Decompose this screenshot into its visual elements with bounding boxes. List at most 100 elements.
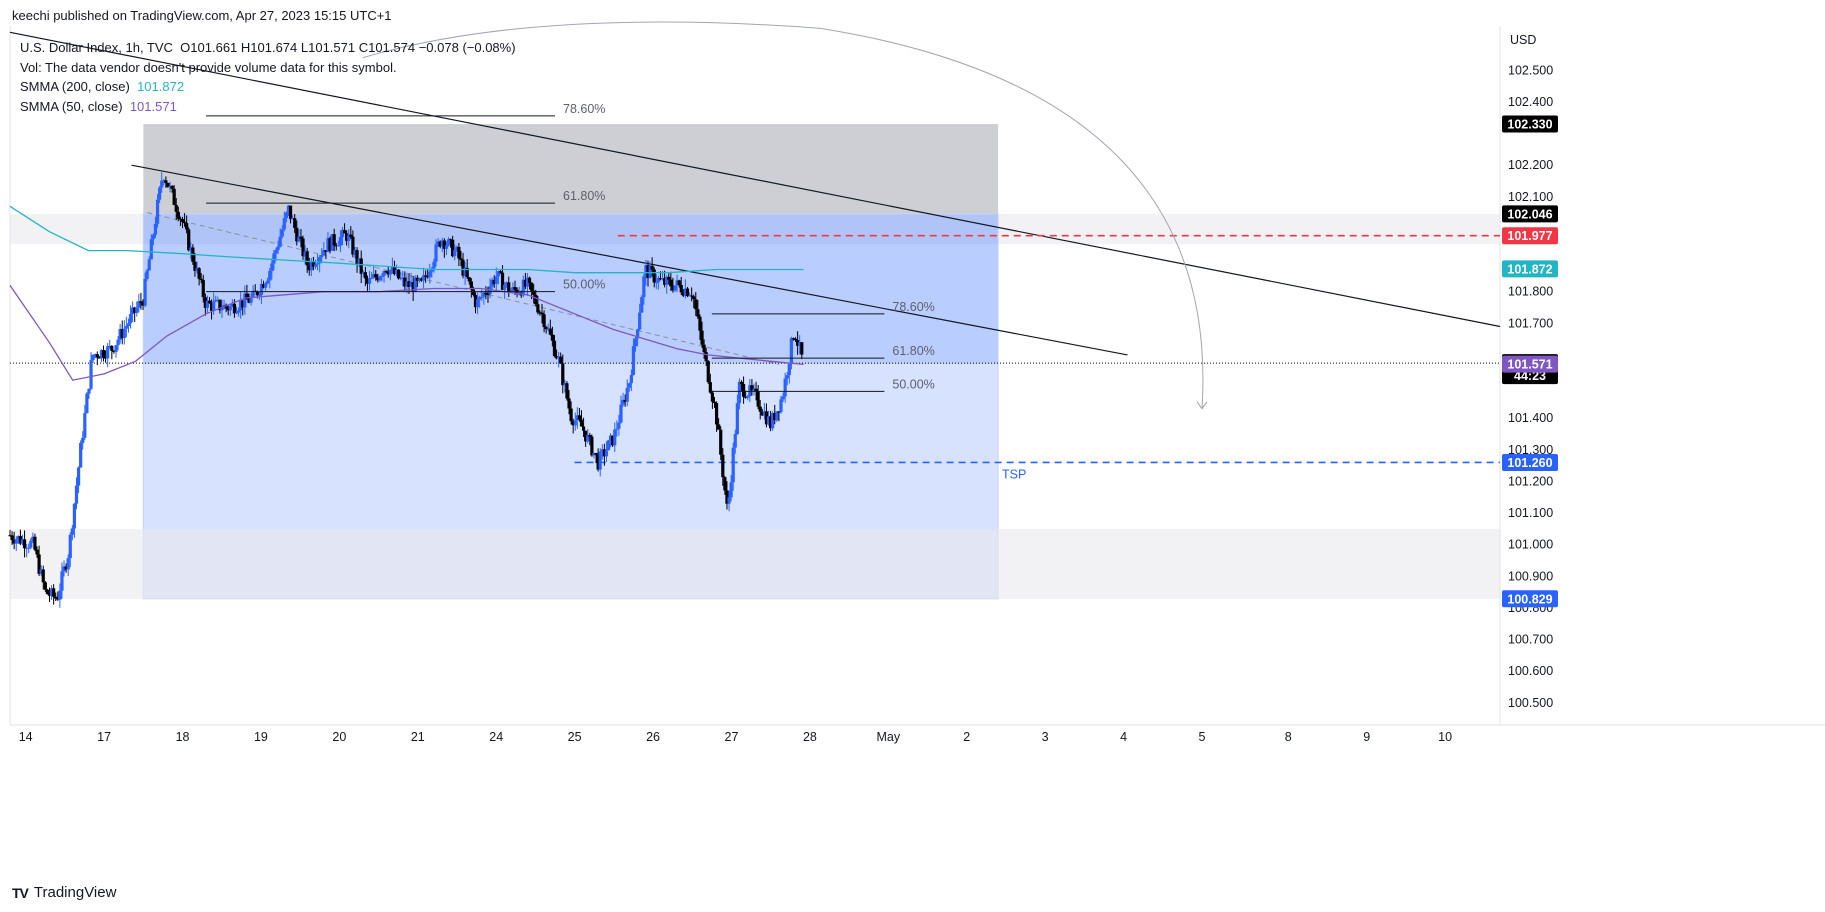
candle-body [600, 449, 604, 452]
candle-body [712, 401, 717, 404]
candle-body [332, 234, 336, 246]
candle-body [274, 249, 278, 254]
candle-body [619, 404, 623, 423]
candle-body [675, 280, 679, 286]
candle-body [588, 435, 592, 437]
footer-branding[interactable]: TV TradingView [12, 884, 116, 901]
smma50-value: 101.571 [129, 98, 177, 114]
countdown-label: 44:23 [1514, 369, 1546, 383]
candle-body [503, 284, 507, 290]
smma200-label: SMMA (200, close) [20, 79, 130, 94]
candle-body [149, 239, 153, 260]
candle-body [251, 290, 255, 297]
tsp-label: TSP [1002, 467, 1026, 481]
price-tick-label: 102.400 [1508, 95, 1553, 109]
price-tick-label: 101.800 [1508, 285, 1553, 299]
time-tick-label: 24 [489, 730, 503, 744]
candle-body [451, 239, 455, 257]
candle-body [112, 350, 116, 353]
candle-body [633, 338, 638, 347]
candle-body [453, 250, 457, 257]
candle-body [297, 236, 301, 242]
projection-arrow-path [362, 21, 1204, 409]
candle-body [118, 328, 122, 340]
candle-body [83, 413, 87, 438]
price-tick-label: 100.600 [1508, 664, 1553, 678]
candle-body [665, 276, 669, 285]
candle-body [717, 424, 721, 430]
candle-body [91, 354, 95, 361]
candle-body [604, 450, 609, 457]
candle-body [166, 183, 170, 188]
time-tick-label: 5 [1199, 730, 1206, 744]
candle-body [769, 416, 773, 429]
candle-body [43, 582, 47, 590]
candle-body [311, 261, 316, 267]
legend-smma200-row[interactable]: SMMA (200, close) 101.872 [20, 77, 516, 97]
candle-body [120, 328, 124, 339]
candle-body [245, 293, 249, 300]
price-tick-label: 102.500 [1508, 63, 1553, 77]
candle-body [405, 281, 409, 287]
price-label-box [1502, 115, 1558, 133]
candle-body [617, 422, 621, 429]
candle-body [35, 549, 39, 555]
candle-body [660, 278, 665, 280]
candle-body [683, 288, 688, 296]
candle-body [261, 284, 266, 288]
candle-body [750, 385, 754, 391]
price-axis: USD 102.500 102.400 102.200 102.100 101.800 10… [1508, 33, 1553, 710]
candle-body [85, 393, 89, 414]
candle-body [746, 396, 750, 398]
candle-body [625, 387, 629, 402]
candle-body [29, 540, 33, 548]
candle-body [39, 569, 43, 574]
candle-body [706, 361, 710, 383]
candle-body [773, 413, 777, 421]
candle-body [353, 250, 357, 255]
candle-body [27, 547, 31, 549]
candle-body [496, 271, 500, 277]
candle-body [781, 396, 785, 400]
candle-body [440, 240, 444, 247]
candle-body [465, 267, 469, 278]
candle-body [723, 477, 727, 491]
candle-body [725, 490, 729, 504]
candle-body [613, 429, 617, 446]
candle-body [432, 261, 436, 269]
candle-body [700, 330, 704, 345]
price-label-text: 101.977 [1507, 229, 1552, 243]
candle-body [380, 275, 384, 277]
candle-body [525, 277, 530, 287]
candle-body [66, 558, 70, 570]
candle-body [60, 571, 64, 591]
candle-body [70, 528, 74, 535]
candle-body [692, 296, 696, 300]
legend-smma50-row[interactable]: SMMA (50, close) 101.571 [20, 97, 516, 117]
candle-body [141, 302, 145, 306]
zones-layer [10, 124, 1500, 600]
candle-body [673, 285, 677, 291]
candle-body [494, 276, 498, 284]
candle-body [155, 199, 160, 224]
candle-body [207, 300, 212, 304]
candle-body [301, 238, 305, 257]
candle-body [457, 246, 461, 259]
candle-body [326, 238, 330, 252]
candle-body [160, 180, 164, 188]
candle-body [16, 536, 20, 540]
candle-body [158, 187, 162, 200]
candle-body [710, 392, 715, 402]
candle-body [627, 383, 631, 388]
candle-body [187, 229, 191, 251]
candle-body [513, 287, 517, 290]
candle-body [762, 411, 766, 416]
candle-body [783, 378, 787, 397]
candle-body [133, 307, 137, 313]
candle-body [758, 406, 762, 412]
candle-body [694, 299, 698, 310]
candle-body [239, 300, 243, 311]
candle-body [394, 269, 399, 275]
